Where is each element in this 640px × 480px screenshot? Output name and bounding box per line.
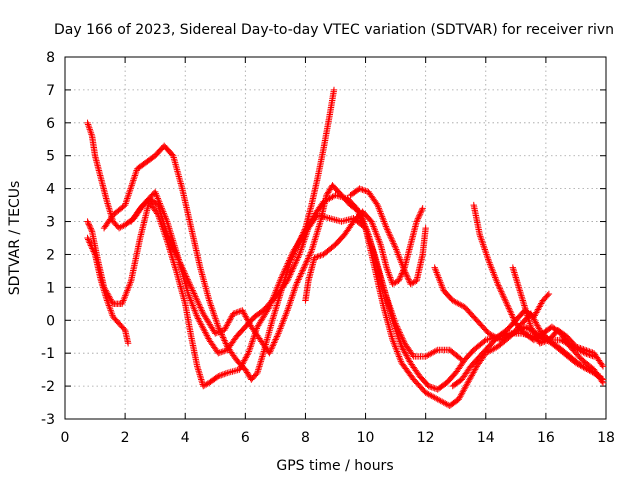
x-tick-label: 0 (61, 430, 70, 446)
x-tick-label: 18 (597, 430, 615, 446)
y-axis-label: SDTVAR / TECUs (7, 181, 23, 296)
x-tick-label: 6 (241, 430, 250, 446)
y-tick-label: 7 (46, 83, 55, 99)
y-tick-label: -3 (41, 412, 55, 428)
y-tick-label: 5 (46, 149, 55, 165)
x-tick-label: 14 (477, 430, 495, 446)
chart-title: Day 166 of 2023, Sidereal Day-to-day VTE… (54, 22, 614, 38)
x-axis-label: GPS time / hours (276, 458, 393, 474)
x-tick-label: 16 (537, 430, 555, 446)
y-tick-label: 6 (46, 116, 55, 132)
y-tick-label: -2 (41, 379, 55, 395)
x-tick-label: 2 (121, 430, 130, 446)
y-tick-label: 4 (46, 182, 55, 198)
sdtvar-chart: Day 166 of 2023, Sidereal Day-to-day VTE… (0, 0, 640, 480)
y-tick-label: 2 (46, 247, 55, 263)
y-tick-label: 3 (46, 215, 55, 231)
x-tick-label: 10 (357, 430, 375, 446)
x-tick-label: 4 (181, 430, 190, 446)
x-tick-label: 12 (417, 430, 435, 446)
y-tick-label: 0 (46, 313, 55, 329)
y-tick-label: 1 (46, 280, 55, 296)
x-tick-label: 8 (301, 430, 310, 446)
y-tick-label: -1 (41, 346, 55, 362)
y-tick-label: 8 (46, 50, 55, 66)
